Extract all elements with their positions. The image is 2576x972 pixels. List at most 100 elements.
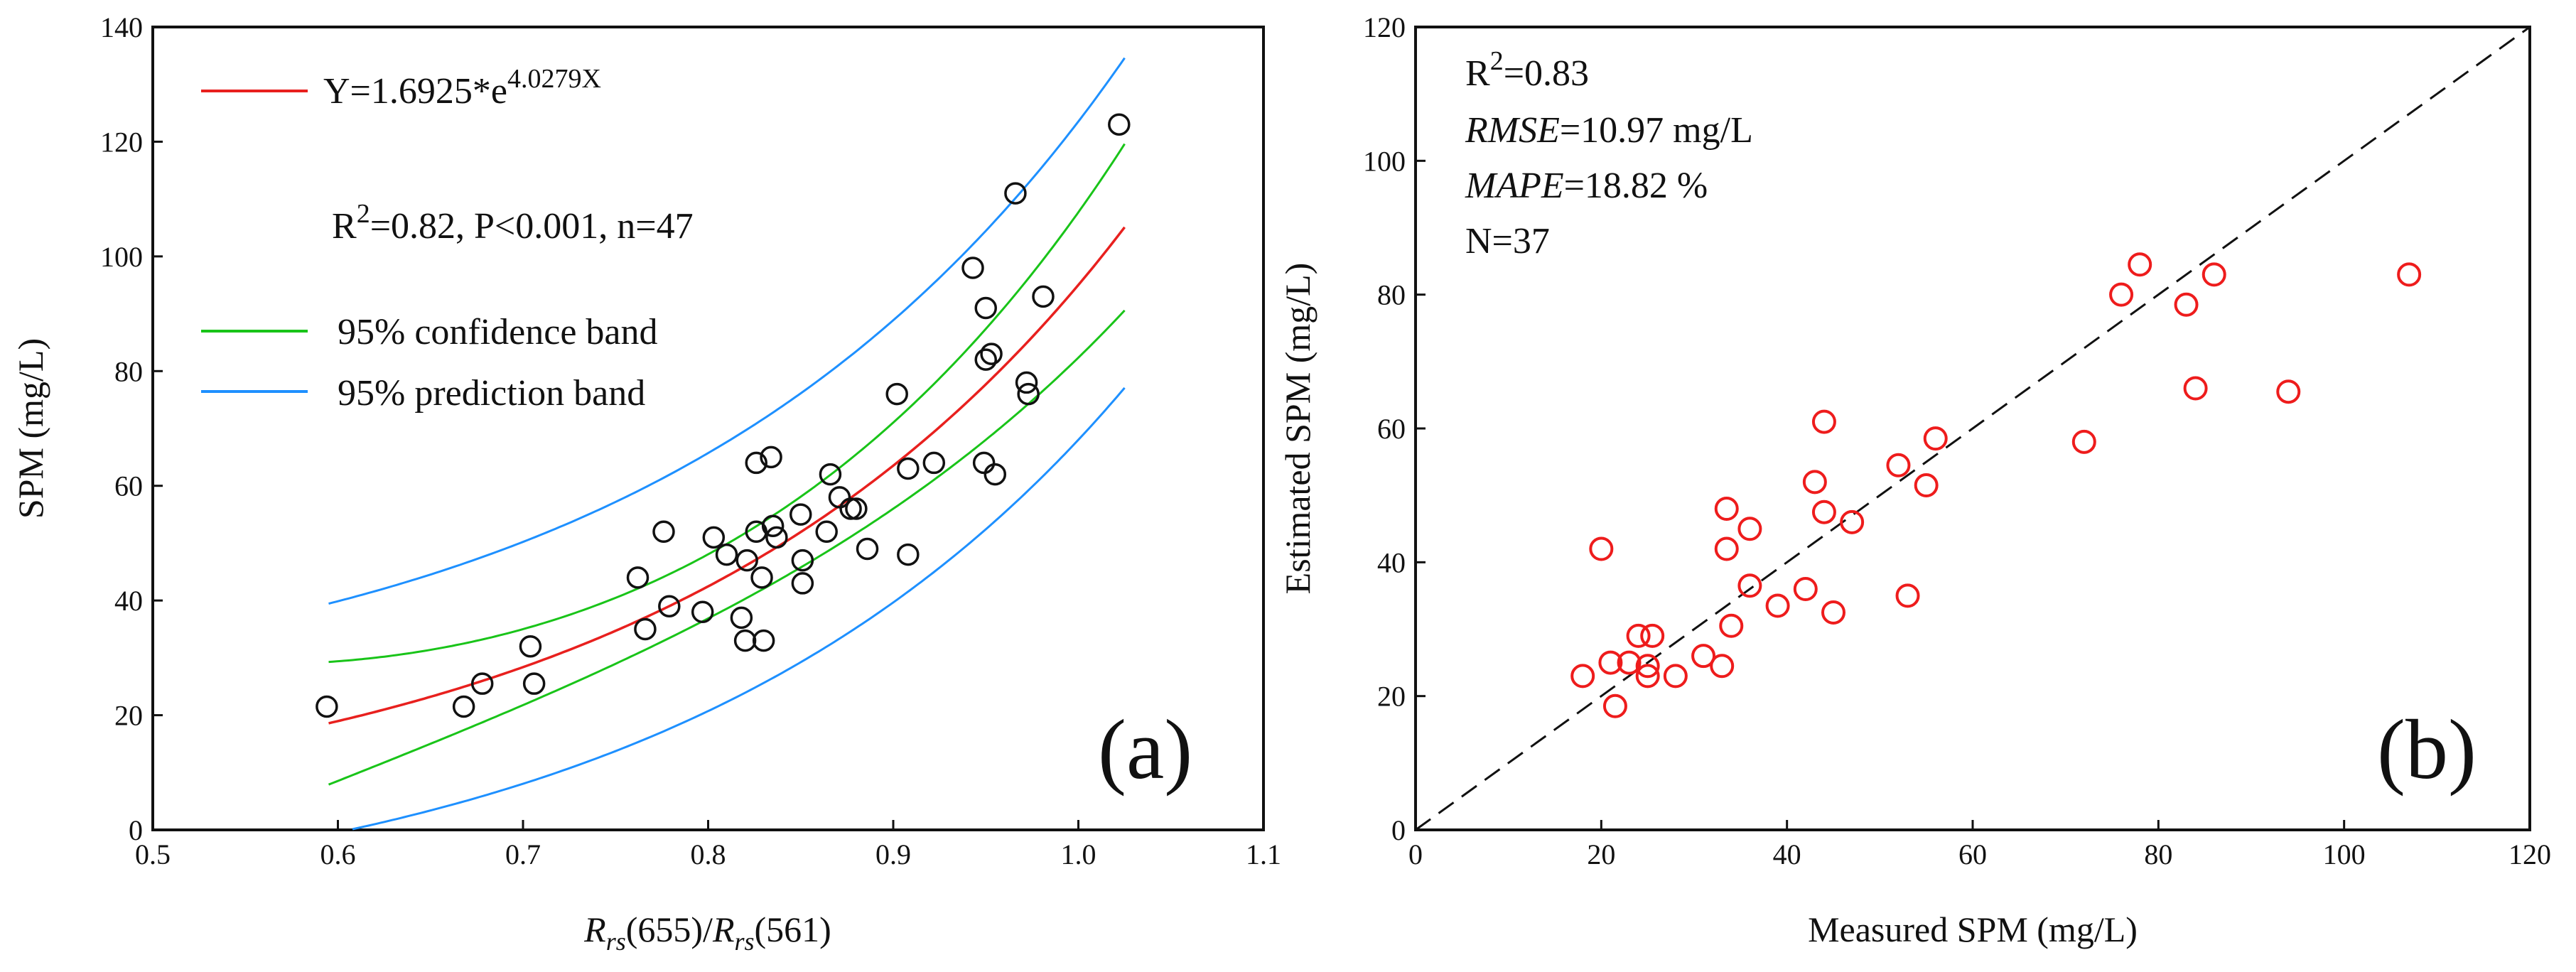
panel-b-data-point — [1714, 497, 1739, 521]
panel-b-x-tick-label: 60 — [1958, 838, 1987, 870]
panel-a-data-point — [856, 537, 879, 561]
panel-a-x-tick-label: 1.1 — [1246, 838, 1281, 870]
panel-a-x-tick-label: 0.7 — [505, 838, 541, 870]
panel-b-data-point — [2109, 282, 2134, 307]
r2-stats-rest: =0.82, P<0.001, n=47 — [370, 206, 694, 247]
panel-b-data-point — [1811, 409, 1836, 434]
panel-b-data-point — [1895, 583, 1920, 608]
panel-b-data-point — [1802, 470, 1827, 495]
panel-b-data-point — [1598, 650, 1623, 675]
panel-b-ticks: 0 20 40 60 80 100 120 0 20 40 60 80 100 120 — [1363, 11, 2551, 870]
panel-b-data-point — [1635, 664, 1660, 688]
panel-b-n: N=37 — [1465, 221, 1550, 261]
panel-b-x-tick-label: 100 — [2323, 838, 2366, 870]
panel-a-y-tick-label: 40 — [114, 585, 143, 617]
r2-label: R — [332, 206, 357, 247]
panel-b-data-point — [1663, 664, 1688, 688]
xlabel-mid2: (561) — [755, 909, 831, 949]
panel-a-data-point — [761, 514, 785, 537]
panel-a-x-tick-label: 1.0 — [1061, 838, 1096, 870]
panel-a-data-point — [730, 606, 753, 630]
panel-a-y-tick-label: 140 — [100, 11, 143, 43]
panel-b-y-tick-label: 60 — [1377, 413, 1406, 445]
panel-b-y-tick-label: 80 — [1377, 279, 1406, 311]
panel-b-label: (b) — [2377, 702, 2477, 796]
panel-b-x-tick-label: 80 — [2144, 838, 2172, 870]
panel-a-spm-regression: 0.5 0.6 0.7 0.8 0.9 1.0 1.1020406080100120140 … — [11, 11, 1281, 956]
panel-a-x-tick-label: 0.9 — [875, 838, 911, 870]
panel-b-data-point — [2202, 262, 2226, 287]
panel-a-data-point — [765, 526, 788, 549]
panel-a-x-tick-label: 0.5 — [135, 838, 171, 870]
panel-b-data-point — [1811, 500, 1836, 524]
panel-a-data-point — [980, 342, 1003, 365]
panel-b-data-point — [2128, 252, 2152, 277]
panel-a-data-point — [961, 256, 984, 279]
panel-a-data-point — [691, 600, 714, 624]
panel-b-data-point — [2276, 379, 2301, 404]
one-to-one-reference-line — [1415, 26, 2531, 831]
panel-a-data-point — [815, 520, 838, 544]
rmse-name: RMSE — [1465, 110, 1560, 151]
panel-b-x-tick-label: 40 — [1773, 838, 1801, 870]
panel-a-data-point — [922, 451, 946, 475]
panel-a-ticks: 0.5 0.6 0.7 0.8 0.9 1.0 1.1 0 20 40 60 80 100 120 140 — [100, 11, 1281, 870]
panel-a-x-tick-label: 0.8 — [691, 838, 726, 870]
panel-b-x-axis-title: Measured SPM (mg/L) — [1808, 909, 2138, 949]
panel-b-data-point — [2174, 292, 2199, 317]
legend-fit-equation: Y=1.6925*e4.0279X — [323, 64, 601, 112]
legend-confidence-label: 95% confidence band — [338, 312, 657, 352]
panel-b-data-point — [1714, 536, 1739, 561]
panel-a-y-tick-label: 20 — [114, 700, 143, 732]
xlabel-r2: R — [712, 909, 735, 949]
fit-equation-base: Y=1.6925*e — [323, 71, 507, 112]
panel-a-data-point — [715, 543, 738, 566]
panel-b-r2-label: R — [1465, 53, 1490, 94]
panel-a-data-point — [470, 672, 494, 695]
panel-a-data-point — [885, 382, 908, 406]
panel-b-validation: 0 20 40 60 80 100 120 0 20 40 60 80 100 120 R2=0.83 R… — [1278, 11, 2551, 949]
panel-a-data-point — [974, 348, 997, 371]
r2-superscript: 2 — [357, 199, 370, 229]
panel-a-data-point — [828, 486, 851, 509]
panel-a-x-tick-label: 0.6 — [320, 838, 356, 870]
panel-a-x-axis-title: Rrs(655)/Rrs(561) — [583, 909, 831, 956]
panel-b-y-tick-label: 0 — [1391, 814, 1406, 846]
panel-a-data-point — [845, 497, 868, 520]
panel-a-data-point — [1017, 382, 1040, 406]
mape-value: =18.82 % — [1564, 166, 1708, 206]
panel-b-y-tick-label: 100 — [1363, 145, 1406, 177]
xlabel-sub2: rs — [734, 927, 754, 956]
panel-b-data-point — [2183, 376, 2208, 401]
panel-a-data-point — [1032, 285, 1055, 308]
panel-b-mape: MAPE=18.82 % — [1465, 166, 1708, 206]
panel-a-y-tick-label: 80 — [114, 355, 143, 387]
panel-a-data-point — [897, 543, 920, 566]
panel-b-r2-value: =0.83 — [1504, 53, 1589, 94]
panel-a-data-point — [760, 446, 782, 469]
panel-b-data-point — [1710, 654, 1735, 679]
panel-b-rmse: RMSE=10.97 mg/L — [1465, 110, 1753, 151]
legend-prediction-label: 95% prediction band — [338, 373, 645, 414]
prediction-band-upper-curve — [328, 57, 1126, 605]
panel-b-data-point — [1626, 623, 1651, 648]
panel-b-y-axis-title: Estimated SPM (mg/L) — [1278, 263, 1317, 595]
panel-a-legend: Y=1.6925*e4.0279X R2=0.82, P<0.001, n=47… — [201, 64, 694, 414]
panel-a-frame — [151, 26, 1265, 831]
panel-b-data-point — [1737, 573, 1762, 598]
panel-a-y-tick-label: 120 — [100, 126, 143, 158]
panel-a-y-axis-title: SPM (mg/L) — [11, 338, 50, 519]
panel-a-data-point — [316, 695, 338, 718]
panel-a-points — [316, 113, 1131, 718]
panel-a-data-point — [634, 617, 657, 641]
panel-a-data-point — [519, 634, 542, 658]
panel-a-data-point — [974, 296, 997, 320]
panel-b-x-tick-label: 120 — [2508, 838, 2551, 870]
panel-b-data-point — [1635, 654, 1660, 679]
panel-b-data-point — [1765, 593, 1790, 618]
panel-b-data-point — [1923, 426, 1948, 451]
panel-a-data-point — [752, 629, 775, 652]
panel-b-x-tick-label: 0 — [1408, 838, 1423, 870]
panel-a-data-point — [735, 549, 758, 572]
panel-b-data-point — [1640, 623, 1665, 648]
